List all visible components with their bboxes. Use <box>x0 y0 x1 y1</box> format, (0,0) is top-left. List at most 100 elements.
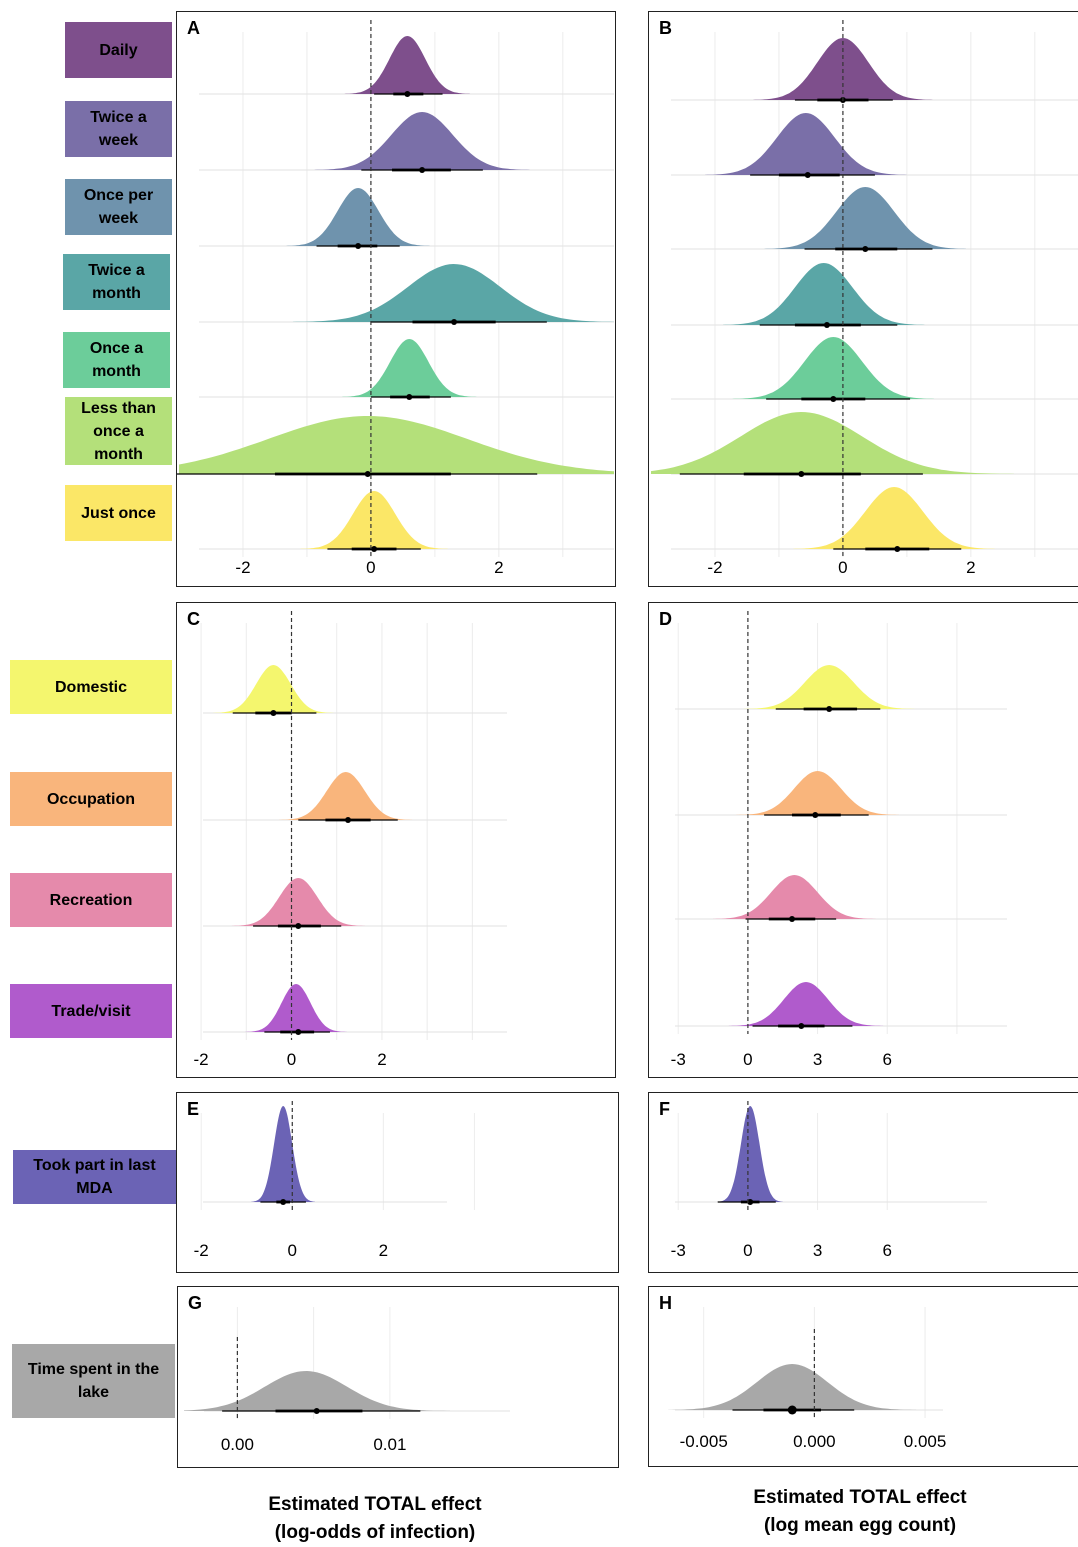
tick-label: -2 <box>194 1241 209 1260</box>
tick-label: 0.000 <box>793 1432 836 1451</box>
point-estimate-trade-visit <box>798 1023 805 1029</box>
density-occupation <box>279 772 413 820</box>
density-domestic <box>743 665 915 709</box>
point-estimate-twice-a-month <box>823 322 830 328</box>
density-trade-visit <box>245 984 347 1032</box>
panel-c: -2 0 2 C <box>176 602 616 1078</box>
category-label-domestic: Domestic <box>10 660 172 714</box>
density-just-once <box>793 487 995 549</box>
panel-e-plot: -2 0 2 <box>194 1101 475 1260</box>
tick-label: 0 <box>366 558 375 577</box>
panel-a: -2 0 2 A <box>176 11 616 587</box>
point-estimate-trade-visit <box>295 1029 302 1035</box>
tick-label: 0.00 <box>221 1435 254 1454</box>
panel-g: 0.00 0.01 G <box>177 1286 619 1468</box>
point-estimate-less-than-once-a-month <box>364 471 371 477</box>
tick-label: 3 <box>813 1050 822 1069</box>
category-label-once-a-month: Once a month <box>63 332 170 388</box>
density-occupation <box>736 771 899 815</box>
density-took-part-in-last-mda <box>717 1106 783 1202</box>
density-domestic <box>213 665 334 713</box>
panel-d: -3 0 3 6 D <box>648 602 1078 1078</box>
density-twice-a-month <box>722 263 925 325</box>
point-estimate-just-once <box>371 546 378 552</box>
category-label-took-part-in-last-mda: Took part in last MDA <box>13 1150 176 1204</box>
tick-label: -2 <box>194 1050 209 1069</box>
panel-g-letter: G <box>188 1293 203 1313</box>
point-estimate-occupation <box>345 817 352 823</box>
panel-c-plot: -2 0 2 <box>194 611 507 1069</box>
panel-d-plot: -3 0 3 6 <box>671 611 1007 1069</box>
point-estimate-time-spent-in-the-lake <box>787 1405 797 1415</box>
density-twice-a-week <box>314 112 530 170</box>
density-less-than-once-a-month <box>179 416 614 474</box>
panel-a-plot: -2 0 2 <box>177 20 614 577</box>
density-recreation <box>231 878 365 926</box>
tick-label: 0 <box>743 1050 752 1069</box>
panel-b-plot: -2 0 2 <box>651 20 1078 577</box>
density-less-than-once-a-month <box>651 412 1015 474</box>
panel-e: -2 0 2 E <box>176 1092 619 1273</box>
tick-label: 0 <box>838 558 847 577</box>
point-estimate-once-per-week <box>862 246 869 252</box>
tick-label: 0 <box>288 1241 297 1260</box>
point-estimate-recreation <box>295 923 302 929</box>
tick-label: 0 <box>287 1050 296 1069</box>
tick-label: 0.01 <box>373 1435 406 1454</box>
point-estimate-once-a-month <box>406 394 413 400</box>
tick-label: 2 <box>377 1050 386 1069</box>
tick-label: 6 <box>883 1241 892 1260</box>
density-took-part-in-last-mda <box>251 1106 316 1202</box>
panel-h-plot: -0.005 0.000 0.005 <box>668 1307 947 1451</box>
density-once-a-month <box>732 337 935 399</box>
category-label-recreation: Recreation <box>10 873 172 927</box>
panel-f-plot: -3 0 3 6 <box>671 1101 987 1260</box>
point-estimate-daily <box>404 91 411 97</box>
tick-label: 3 <box>813 1241 822 1260</box>
point-estimate-less-than-once-a-month <box>798 471 805 477</box>
tick-label: 0 <box>743 1241 752 1260</box>
panel-f-letter: F <box>659 1099 670 1119</box>
point-estimate-twice-a-week <box>419 167 426 173</box>
point-estimate-just-once <box>894 546 901 552</box>
panel-f: -3 0 3 6 F <box>648 1092 1078 1273</box>
density-once-per-week <box>286 188 430 246</box>
tick-label: 2 <box>494 558 503 577</box>
point-estimate-took-part-in-last-mda <box>747 1199 754 1205</box>
density-once-a-month <box>342 339 477 397</box>
tick-label: -2 <box>707 558 722 577</box>
x-axis-title-left: Estimated TOTAL effect (log-odds of infe… <box>268 1494 482 1543</box>
panel-b: -2 0 2 B <box>648 11 1078 587</box>
tick-label: -2 <box>235 558 250 577</box>
point-estimate-occupation <box>812 812 819 818</box>
point-estimate-once-a-month <box>830 396 837 402</box>
category-label-twice-a-week: Twice a week <box>65 101 172 157</box>
density-trade-visit <box>728 982 884 1026</box>
category-label-trade-visit: Trade/visit <box>10 984 172 1038</box>
point-estimate-once-per-week <box>355 243 362 249</box>
point-estimate-twice-a-month <box>451 319 458 325</box>
panel-h-letter: H <box>659 1293 672 1313</box>
point-estimate-time-spent-in-the-lake <box>313 1408 320 1414</box>
category-label-occupation: Occupation <box>10 772 172 826</box>
panel-a-letter: A <box>187 18 200 38</box>
point-estimate-domestic <box>826 706 833 712</box>
point-estimate-took-part-in-last-mda <box>280 1199 287 1205</box>
tick-label: 6 <box>883 1050 892 1069</box>
tick-label: 0.005 <box>904 1432 947 1451</box>
category-label-once-per-week: Once per week <box>65 179 172 235</box>
panel-b-letter: B <box>659 18 672 38</box>
panel-h: -0.005 0.000 0.005 H <box>648 1286 1078 1467</box>
tick-label: 2 <box>966 558 975 577</box>
point-estimate-twice-a-week <box>804 172 811 178</box>
point-estimate-domestic <box>270 710 277 716</box>
tick-label: -3 <box>671 1241 686 1260</box>
category-label-time-spent-in-the-lake: Time spent in the lake <box>12 1344 175 1418</box>
density-time-spent-in-the-lake <box>184 1371 451 1411</box>
panel-c-letter: C <box>187 609 200 629</box>
density-time-spent-in-the-lake <box>668 1364 917 1410</box>
panel-g-plot: 0.00 0.01 <box>184 1307 510 1454</box>
x-axis-title-right: Estimated TOTAL effect (log mean egg cou… <box>753 1487 967 1536</box>
category-label-daily: Daily <box>65 22 172 78</box>
point-estimate-recreation <box>789 916 796 922</box>
